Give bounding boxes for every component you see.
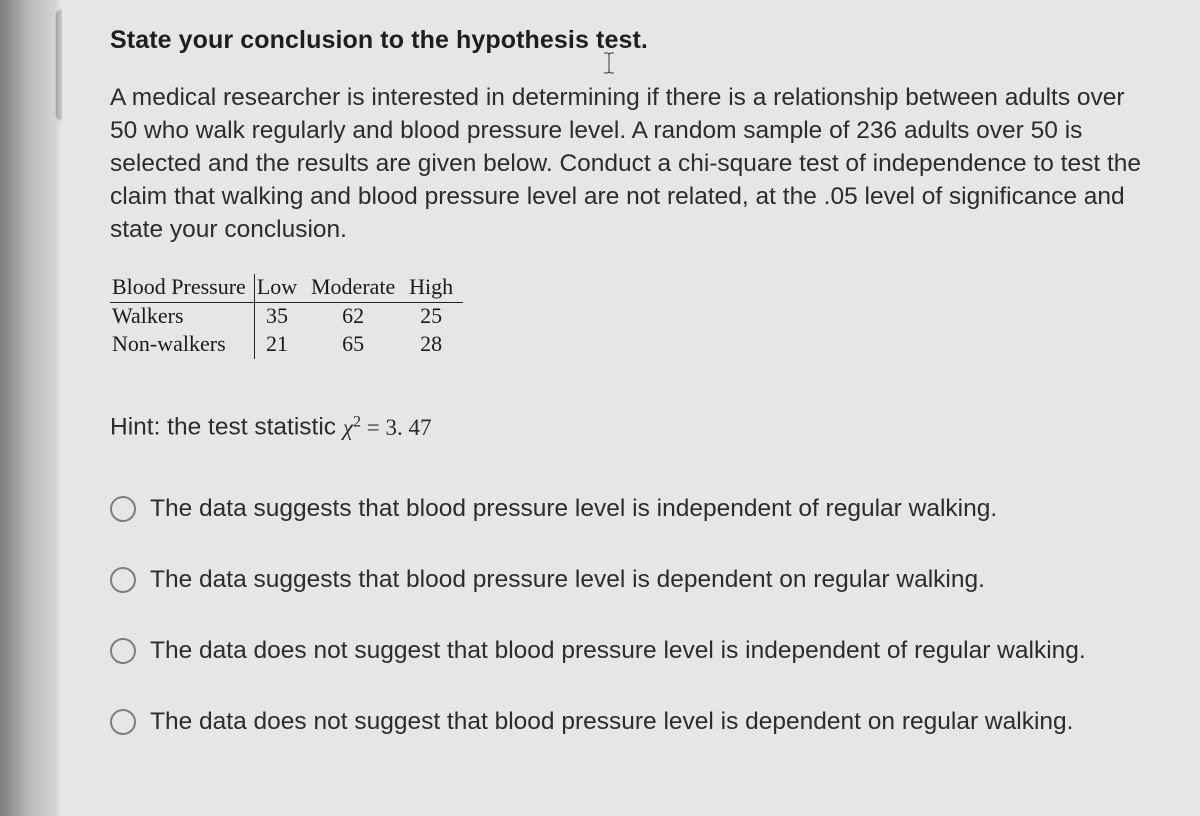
radio-icon[interactable] [110,638,136,664]
chi-exponent: 2 [353,413,361,430]
col-header: High [407,274,463,303]
cell: 35 [254,303,307,332]
heading-text-mid: e [604,26,618,54]
option-4[interactable]: The data does not suggest that blood pre… [110,705,1150,738]
cell: 65 [307,331,407,359]
option-2[interactable]: The data suggests that blood pressure le… [110,563,1150,596]
radio-icon[interactable] [110,567,136,593]
hint-line: Hint: the test statistic χ2 = 3. 47 [110,413,1150,442]
col-header: Low [254,274,307,303]
option-label: The data suggests that blood pressure le… [150,563,985,596]
question-card: State your conclusion to the hypothesis … [62,0,1200,816]
cell: 25 [407,303,463,332]
data-table: Blood Pressure Low Moderate High Walkers… [110,274,463,359]
table-row: Non-walkers 21 65 28 [110,331,463,359]
option-3[interactable]: The data does not suggest that blood pre… [110,634,1150,667]
row-label: Non-walkers [110,331,254,359]
question-body: A medical researcher is interested in de… [110,81,1150,246]
cell: 28 [407,331,463,359]
option-1[interactable]: The data suggests that blood pressure le… [110,492,1150,525]
hint-lead: Hint: the test statistic [110,414,343,441]
question-heading: State your conclusion to the hypothesis … [110,26,1150,55]
cell: 21 [254,331,307,359]
heading-text-post: st. [618,26,647,54]
option-label: The data does not suggest that blood pre… [150,705,1073,738]
cell: 62 [307,303,407,332]
radio-icon[interactable] [110,709,136,735]
hint-formula: χ2 = 3. 47 [343,415,432,440]
table-row: Walkers 35 62 25 [110,303,463,332]
answer-options: The data suggests that blood pressure le… [110,492,1150,738]
radio-icon[interactable] [110,496,136,522]
col-header: Moderate [307,274,407,303]
option-label: The data does not suggest that blood pre… [150,634,1086,667]
table-corner: Blood Pressure [110,274,254,303]
chi-value: = 3. 47 [361,415,431,440]
table-header-row: Blood Pressure Low Moderate High [110,274,463,303]
row-label: Walkers [110,303,254,332]
option-label: The data suggests that blood pressure le… [150,492,997,525]
chi-symbol: χ [343,415,353,440]
viewport: State your conclusion to the hypothesis … [0,0,1200,816]
heading-text-pre: State your conclusion to the hypothesis … [110,26,604,54]
